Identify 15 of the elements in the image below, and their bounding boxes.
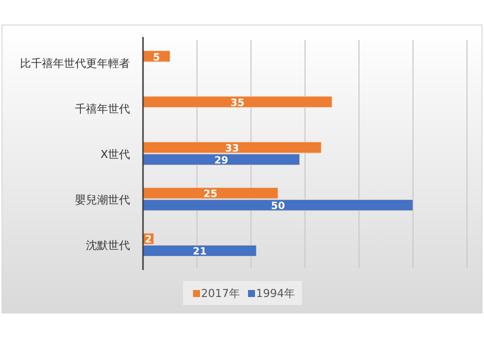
- data-label: 50: [271, 201, 285, 212]
- data-label: 35: [230, 98, 244, 109]
- category-label: X世代: [100, 148, 130, 161]
- data-label: 2: [144, 234, 152, 246]
- category-label: 千禧年世代: [75, 102, 130, 116]
- data-label: 25: [204, 189, 218, 200]
- legend-label: 2017年: [201, 287, 240, 300]
- legend: 2017年 1994年: [183, 281, 302, 305]
- data-label: 5: [153, 52, 160, 64]
- category-label: 嬰兒潮世代: [75, 194, 130, 207]
- data-label: 21: [192, 246, 207, 258]
- category-label: 沈默世代: [86, 239, 130, 252]
- category-label: 比千禧年世代更年輕者: [20, 56, 130, 70]
- data-label: 33: [225, 144, 240, 154]
- data-label: 29: [214, 156, 228, 166]
